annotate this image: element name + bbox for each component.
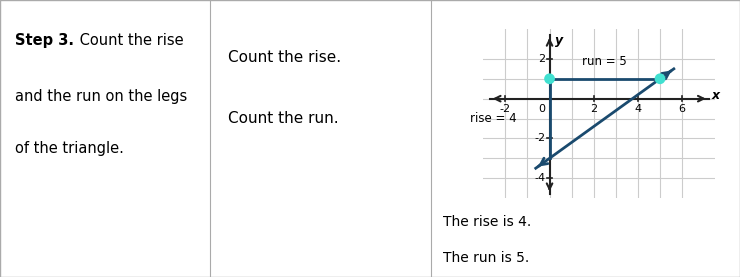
Text: 4: 4 [634,104,642,114]
Text: Count the rise.: Count the rise. [228,50,341,65]
Text: y: y [555,34,563,47]
Text: of the triangle.: of the triangle. [15,141,124,156]
Text: 2: 2 [591,104,597,114]
Text: 6: 6 [679,104,686,114]
Text: -2: -2 [500,104,511,114]
Text: Count the run.: Count the run. [228,111,338,126]
Text: rise = 4: rise = 4 [470,112,517,125]
Text: -4: -4 [534,173,545,183]
Text: The run is 5.: The run is 5. [443,251,529,265]
Text: 0: 0 [538,104,545,114]
Text: x: x [712,89,720,102]
Text: Count the rise: Count the rise [75,33,184,48]
Text: Step 3.: Step 3. [15,33,74,48]
Text: The rise is 4.: The rise is 4. [443,215,531,229]
Point [544,76,556,81]
Text: run = 5: run = 5 [582,55,628,68]
Text: and the run on the legs: and the run on the legs [15,89,187,104]
Text: 2: 2 [538,54,545,64]
Text: -2: -2 [534,134,545,143]
Point [654,76,666,81]
